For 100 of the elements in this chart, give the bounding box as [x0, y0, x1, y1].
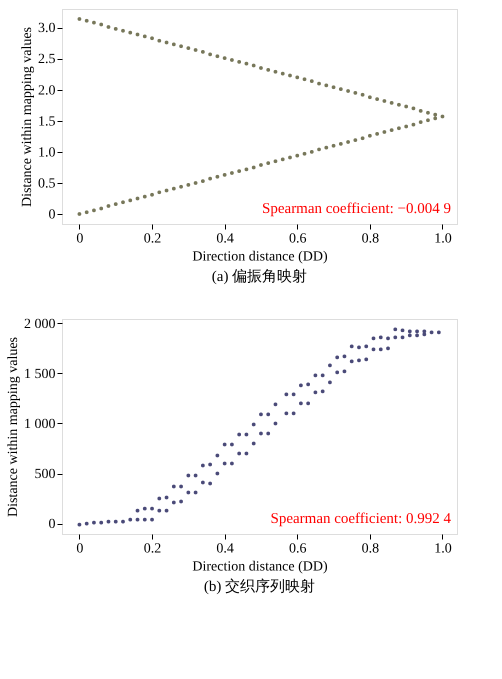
- point: [252, 166, 256, 170]
- point: [142, 34, 147, 38]
- y-tick-label: 500: [34, 467, 56, 482]
- point: [172, 186, 176, 190]
- point: [157, 38, 162, 43]
- point: [440, 114, 444, 118]
- annotation: Spearman coefficient: −0.004 9: [262, 201, 451, 217]
- point: [317, 148, 321, 152]
- x-tick-label: 0.8: [362, 232, 380, 246]
- point: [230, 58, 234, 62]
- point: [412, 122, 416, 126]
- y-tick-label: 0: [48, 208, 56, 223]
- point: [208, 52, 212, 56]
- y-tick-label: 2.5: [38, 52, 56, 68]
- point: [244, 62, 248, 66]
- x-tick-label: 0.6: [289, 232, 307, 246]
- point: [295, 154, 300, 158]
- point: [237, 60, 242, 64]
- point: [99, 206, 104, 210]
- y-tick-label: 1.0: [38, 145, 56, 160]
- point: [324, 146, 328, 150]
- point: [280, 72, 285, 76]
- point: [404, 104, 408, 108]
- point: [324, 84, 328, 88]
- point: [368, 134, 372, 138]
- point: [274, 159, 278, 164]
- point: [346, 89, 350, 93]
- point: [114, 202, 118, 206]
- point: [382, 130, 386, 134]
- x-tick-label: 0.8: [362, 542, 380, 556]
- x-tick-label: 0: [76, 542, 84, 556]
- point: [150, 192, 154, 197]
- point: [216, 174, 220, 179]
- point: [84, 18, 89, 23]
- x-tick-label: 0.2: [144, 542, 162, 556]
- point: [172, 42, 176, 46]
- point: [216, 54, 220, 58]
- point: [179, 184, 183, 189]
- text: (a) 偏振角映射: [212, 268, 308, 285]
- point: [360, 92, 364, 97]
- point: [310, 79, 314, 83]
- point: [310, 150, 314, 154]
- point: [360, 136, 364, 140]
- point: [412, 106, 416, 110]
- point: [390, 100, 394, 105]
- point: [295, 75, 300, 80]
- point: [186, 182, 190, 187]
- point: [353, 138, 358, 142]
- point: [397, 126, 401, 130]
- x-axis-title: Direction distance (DD): [192, 560, 328, 574]
- point: [114, 27, 118, 31]
- x-tick-label: 0: [76, 232, 84, 246]
- point: [230, 171, 234, 175]
- point: [78, 212, 82, 216]
- point: [338, 142, 343, 146]
- annotation: Spearman coefficient: 0.992 4: [270, 511, 452, 527]
- point: [142, 194, 147, 199]
- point: [136, 196, 140, 200]
- y-tick-label: 3.0: [38, 21, 56, 36]
- point: [259, 163, 263, 167]
- y-axis-title: Distance within mapping values: [20, 26, 35, 208]
- point: [92, 208, 96, 212]
- point: [157, 190, 162, 194]
- point: [128, 30, 132, 34]
- point: [375, 132, 379, 136]
- y-tick-label: 2 000: [24, 316, 56, 332]
- y-tick-label: 1 000: [24, 416, 56, 432]
- point: [288, 156, 292, 160]
- point: [397, 102, 401, 107]
- point: [92, 20, 96, 25]
- point: [164, 40, 168, 44]
- x-tick-label: 1.0: [434, 232, 452, 246]
- point: [194, 48, 198, 52]
- point: [317, 82, 321, 86]
- point: [106, 204, 110, 208]
- x-tick-label: 1.0: [434, 542, 452, 556]
- point: [128, 198, 132, 202]
- point: [84, 210, 89, 214]
- point: [164, 188, 168, 192]
- point: [302, 77, 306, 82]
- point: [418, 109, 423, 113]
- point: [150, 36, 154, 40]
- x-tick-label: 0.6: [289, 542, 307, 556]
- y-tick-label: 1 500: [24, 366, 56, 382]
- point: [179, 44, 183, 48]
- point: [433, 116, 438, 120]
- point: [208, 176, 212, 181]
- point: [252, 64, 256, 68]
- x-axis-title: Direction distance (DD): [192, 250, 328, 264]
- point: [426, 110, 430, 115]
- text: (b) 交织序列映射: [204, 578, 316, 595]
- x-tick-label: 0.4: [216, 232, 234, 246]
- point: [274, 70, 278, 74]
- point: [78, 17, 82, 21]
- point: [266, 161, 270, 165]
- point: [382, 99, 386, 103]
- point: [353, 91, 358, 95]
- point: [288, 74, 292, 78]
- point: [200, 179, 205, 183]
- y-tick-label: 2.0: [38, 83, 56, 98]
